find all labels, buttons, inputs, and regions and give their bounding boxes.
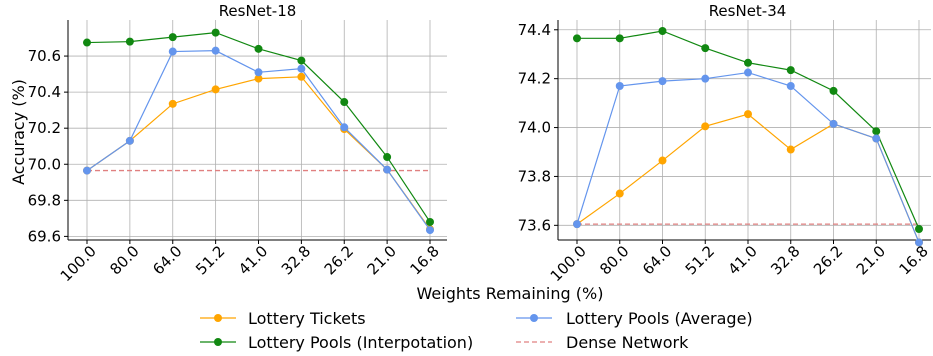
legend-marker-lottery-pools-average xyxy=(530,314,538,322)
resnet34-point-lottery-pools-interpolation xyxy=(701,44,710,53)
resnet34-point-lottery-tickets xyxy=(658,156,667,165)
resnet18-x-tick-label: 32.8 xyxy=(278,242,314,278)
resnet34-y-tick-label: 73.8 xyxy=(518,167,551,185)
resnet34-point-lottery-pools-average xyxy=(744,68,752,77)
resnet18-point-lottery-pools-average xyxy=(211,46,220,55)
resnet18-point-lottery-pools-interpolation xyxy=(254,44,263,53)
legend-label-lottery-tickets: Lottery Tickets xyxy=(248,309,366,328)
resnet18-point-lottery-pools-average xyxy=(168,47,177,56)
resnet34-point-lottery-pools-average xyxy=(701,74,710,83)
resnet34-panel: 73.6 73.8 74.0 74.2 74.4 100.0 80.0 64.0 51.2 41.… xyxy=(518,2,932,285)
x-axis-label: Weights Remaining (%) xyxy=(417,284,604,303)
resnet34-x-tick-label: 64.0 xyxy=(639,242,675,278)
resnet34-x-tick-label: 41.0 xyxy=(724,242,760,278)
resnet34-x-tick-label: 51.2 xyxy=(682,242,718,278)
resnet34-y-tick-label: 74.0 xyxy=(518,119,551,137)
resnet34-point-lottery-tickets xyxy=(744,110,752,119)
resnet18-point-lottery-tickets xyxy=(168,99,177,108)
resnet34-point-lottery-pools-interpolation xyxy=(786,66,795,75)
resnet34-point-lottery-pools-interpolation xyxy=(615,34,624,43)
resnet18-x-tick-label: 16.8 xyxy=(406,242,442,278)
resnet34-point-lottery-pools-interpolation xyxy=(915,225,923,233)
legend: Lottery Tickets Lottery Pools (Interpota… xyxy=(200,309,753,352)
resnet18-y-tick-label: 70.0 xyxy=(28,155,61,173)
resnet34-point-lottery-pools-average xyxy=(786,82,795,90)
resnet18-point-lottery-pools-average xyxy=(426,226,434,235)
resnet34-point-lottery-pools-interpolation xyxy=(872,127,881,136)
resnet18-point-lottery-pools-interpolation xyxy=(83,38,91,47)
resnet34-x-tick-label: 21.0 xyxy=(853,242,889,278)
resnet34-point-lottery-tickets xyxy=(615,189,624,198)
resnet18-y-tick-label: 70.2 xyxy=(28,119,61,137)
resnet34-point-lottery-pools-interpolation xyxy=(744,58,752,67)
resnet18-point-lottery-pools-average xyxy=(297,64,306,73)
resnet34-x-tick-label: 32.8 xyxy=(767,242,803,278)
resnet34-point-lottery-pools-interpolation xyxy=(658,27,667,35)
resnet18-point-lottery-tickets xyxy=(254,74,263,83)
resnet18-point-lottery-pools-interpolation xyxy=(297,56,306,65)
legend-label-lottery-pools-average: Lottery Pools (Average) xyxy=(566,309,753,328)
resnet34-x-tick-label: 16.8 xyxy=(895,242,931,278)
resnet18-point-lottery-pools-interpolation xyxy=(125,37,134,46)
resnet18-y-tick-label: 70.4 xyxy=(28,83,61,101)
legend-marker-lottery-pools-interpolation xyxy=(214,338,222,346)
resnet18-point-lottery-pools-average xyxy=(383,165,392,174)
legend-item-lottery-pools-interpolation: Lottery Pools (Interpotation) xyxy=(200,333,473,352)
resnet18-x-tick-label: 100.0 xyxy=(57,242,100,285)
resnet18-x-tick-label: 21.0 xyxy=(364,242,400,278)
legend-label-lottery-pools-interpolation: Lottery Pools (Interpotation) xyxy=(248,333,473,352)
resnet34-point-lottery-pools-average xyxy=(615,82,624,90)
resnet34-title: ResNet-34 xyxy=(709,2,787,20)
resnet34-point-lottery-pools-interpolation xyxy=(829,86,838,95)
resnet34-y-tick-label: 73.6 xyxy=(518,216,551,234)
resnet18-x-tick-label: 41.0 xyxy=(235,242,271,278)
legend-label-dense-network: Dense Network xyxy=(566,333,689,352)
resnet18-point-lottery-tickets xyxy=(297,72,306,81)
resnet18-point-lottery-pools-average xyxy=(340,123,349,132)
resnet18-y-tick-label: 69.6 xyxy=(28,227,61,245)
resnet18-point-lottery-pools-interpolation xyxy=(383,153,392,162)
legend-marker-lottery-tickets xyxy=(214,314,222,322)
resnet18-y-tick-label: 69.8 xyxy=(28,191,61,209)
resnet18-point-lottery-pools-interpolation xyxy=(340,98,349,107)
resnet34-x-tick-label: 100.0 xyxy=(547,242,590,285)
resnet34-point-lottery-tickets xyxy=(701,122,710,131)
resnet34-point-lottery-pools-average xyxy=(573,220,581,229)
resnet34-y-tick-label: 74.4 xyxy=(518,21,551,39)
resnet18-x-tick-label: 80.0 xyxy=(106,242,142,278)
resnet34-x-tick-label: 80.0 xyxy=(596,242,632,278)
y-axis-label: Accuracy (%) xyxy=(9,79,28,185)
resnet34-point-lottery-pools-average xyxy=(829,119,838,128)
resnet34-point-lottery-pools-interpolation xyxy=(573,34,581,43)
resnet18-point-lottery-pools-interpolation xyxy=(211,28,220,37)
resnet18-x-tick-label: 51.2 xyxy=(192,242,228,278)
resnet34-x-tick-label: 26.2 xyxy=(810,242,846,278)
legend-item-lottery-pools-average: Lottery Pools (Average) xyxy=(516,309,753,328)
resnet18-x-tick-label: 64.0 xyxy=(149,242,185,278)
resnet18-point-lottery-pools-interpolation xyxy=(426,217,434,226)
resnet34-point-lottery-pools-average xyxy=(658,77,667,86)
resnet18-point-lottery-pools-average xyxy=(254,68,263,77)
legend-item-lottery-tickets: Lottery Tickets xyxy=(200,309,366,328)
resnet18-point-lottery-pools-average xyxy=(83,166,91,175)
legend-item-dense-network: Dense Network xyxy=(516,333,689,352)
resnet18-title: ResNet-18 xyxy=(219,2,297,20)
resnet34-y-tick-label: 74.2 xyxy=(518,70,551,88)
resnet18-x-tick-label: 26.2 xyxy=(321,242,357,278)
resnet18-point-lottery-tickets xyxy=(211,85,220,94)
resnet18-panel: 69.6 69.8 70.0 70.2 70.4 70.6 100.0 80.0 64.0 51.… xyxy=(28,2,447,285)
resnet34-point-lottery-pools-average xyxy=(915,238,923,247)
resnet18-y-tick-label: 70.6 xyxy=(28,47,61,65)
resnet34-point-lottery-tickets xyxy=(786,145,795,154)
resnet18-point-lottery-pools-average xyxy=(125,136,134,145)
resnet34-point-lottery-pools-average xyxy=(872,134,881,143)
resnet18-point-lottery-pools-interpolation xyxy=(168,33,177,42)
